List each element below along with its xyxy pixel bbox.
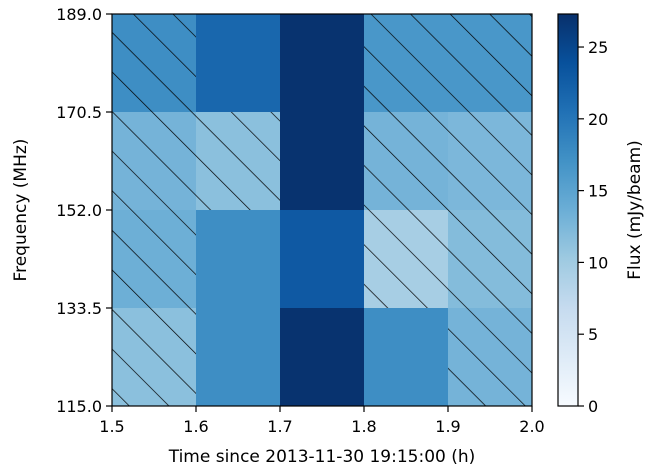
heatmap-cell	[364, 308, 448, 406]
y-axis: 115.0 133.5 152.0 170.5 189.0	[56, 5, 112, 416]
y-tick-label: 133.5	[56, 299, 102, 318]
y-axis-label: Frequency (MHz)	[11, 139, 31, 282]
heatmap-cell	[196, 14, 280, 112]
hatch-overlay	[364, 14, 448, 112]
x-tick-label: 1.5	[99, 417, 124, 436]
colorbar-tick-label: 10	[588, 253, 608, 272]
x-tick-label: 1.7	[267, 417, 292, 436]
hatch-overlay	[112, 210, 196, 308]
heatmap-cell	[196, 308, 280, 406]
y-tick-label: 189.0	[56, 5, 102, 24]
heatmap-cell	[196, 210, 280, 308]
colorbar	[557, 13, 579, 407]
x-axis-label: Time since 2013-11-30 19:15:00 (h)	[168, 447, 476, 467]
heatmap-cells	[112, 14, 532, 406]
heatmap-cell	[280, 308, 364, 406]
hatch-overlay	[448, 210, 532, 308]
colorbar-tick-label: 5	[588, 325, 598, 344]
hatch-overlay	[112, 308, 196, 406]
colorbar-tick-label: 15	[588, 182, 608, 201]
hatch-overlay	[364, 210, 448, 308]
heatmap-cell	[280, 14, 364, 112]
colorbar-tick-label: 20	[588, 110, 608, 129]
x-tick-label: 1.6	[183, 417, 208, 436]
hatch-overlay	[448, 308, 532, 406]
y-tick-label: 115.0	[56, 397, 102, 416]
colorbar-axis: 0 5 10 15 20 25	[578, 38, 608, 416]
colorbar-tick-label: 0	[588, 397, 598, 416]
hatch-overlay	[112, 112, 196, 210]
y-tick-label: 152.0	[56, 201, 102, 220]
x-tick-label: 1.9	[435, 417, 460, 436]
hatch-overlay	[196, 112, 280, 210]
colorbar-tick-label: 25	[588, 38, 608, 57]
x-tick-label: 1.8	[351, 417, 376, 436]
heatmap-cell	[280, 112, 364, 210]
hatch-overlay	[112, 14, 196, 112]
heatmap-cell	[280, 210, 364, 308]
hatch-overlay	[364, 112, 448, 210]
hatch-overlay	[448, 14, 532, 112]
x-axis: 1.5 1.6 1.7 1.8 1.9 2.0	[99, 406, 545, 436]
colorbar-label: Flux (mJy/beam)	[625, 140, 645, 280]
y-tick-label: 170.5	[56, 103, 102, 122]
x-tick-label: 2.0	[519, 417, 544, 436]
hatch-overlay	[448, 112, 532, 210]
